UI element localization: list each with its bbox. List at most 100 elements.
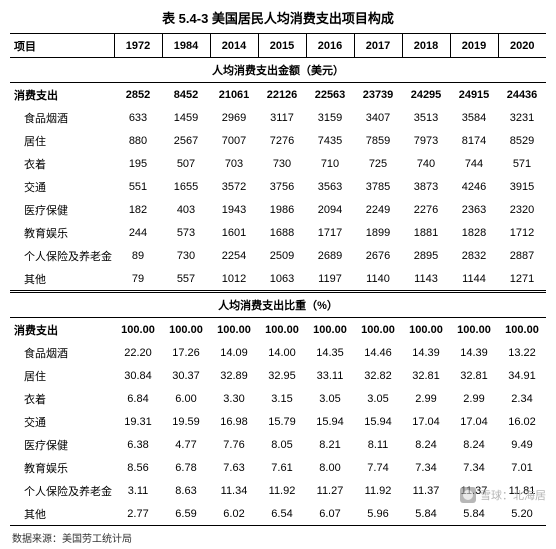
data-cell: 880 <box>114 129 162 152</box>
table-title: 表 5.4-3 美国居民人均消费支出项目构成 <box>10 8 546 27</box>
data-cell: 5.84 <box>450 502 498 526</box>
data-cell: 3513 <box>402 106 450 129</box>
data-cell: 30.37 <box>162 364 210 387</box>
data-cell: 2567 <box>162 129 210 152</box>
data-cell: 3756 <box>258 175 306 198</box>
data-cell: 2689 <box>306 244 354 267</box>
data-cell: 8.24 <box>402 433 450 456</box>
data-cell: 34.91 <box>498 364 546 387</box>
data-cell: 1688 <box>258 221 306 244</box>
data-cell: 1881 <box>402 221 450 244</box>
data-cell: 79 <box>114 267 162 291</box>
data-cell: 7.34 <box>402 456 450 479</box>
data-cell: 2969 <box>210 106 258 129</box>
data-cell: 1143 <box>402 267 450 291</box>
row-label: 教育娱乐 <box>10 221 114 244</box>
data-cell: 6.54 <box>258 502 306 526</box>
data-cell: 19.31 <box>114 410 162 433</box>
data-cell: 3231 <box>498 106 546 129</box>
data-cell: 1144 <box>450 267 498 291</box>
data-cell: 6.00 <box>162 387 210 410</box>
data-cell: 3.15 <box>258 387 306 410</box>
data-cell: 7.74 <box>354 456 402 479</box>
data-cell: 100.00 <box>498 318 546 342</box>
section-header: 人均消费支出金额（美元） <box>10 58 546 83</box>
data-cell: 2.99 <box>402 387 450 410</box>
data-cell: 15.94 <box>306 410 354 433</box>
data-cell: 89 <box>114 244 162 267</box>
data-cell: 22126 <box>258 83 306 107</box>
data-cell: 633 <box>114 106 162 129</box>
data-cell: 3584 <box>450 106 498 129</box>
data-cell: 32.81 <box>402 364 450 387</box>
watermark-text: 雪球：北海居 <box>480 487 546 503</box>
data-cell: 403 <box>162 198 210 221</box>
data-cell: 1986 <box>258 198 306 221</box>
col-year-header: 2017 <box>354 34 402 58</box>
data-cell: 8.00 <box>306 456 354 479</box>
data-cell: 100.00 <box>450 318 498 342</box>
data-cell: 7276 <box>258 129 306 152</box>
data-cell: 2320 <box>498 198 546 221</box>
data-cell: 8529 <box>498 129 546 152</box>
row-label: 居住 <box>10 129 114 152</box>
data-cell: 100.00 <box>258 318 306 342</box>
col-year-header: 2019 <box>450 34 498 58</box>
col-year-header: 1972 <box>114 34 162 58</box>
data-cell: 14.39 <box>450 341 498 364</box>
data-cell: 8.24 <box>450 433 498 456</box>
row-label: 其他 <box>10 267 114 291</box>
data-cell: 8452 <box>162 83 210 107</box>
col-year-header: 2016 <box>306 34 354 58</box>
row-label: 居住 <box>10 364 114 387</box>
data-cell: 8.56 <box>114 456 162 479</box>
data-cell: 182 <box>114 198 162 221</box>
data-cell: 16.02 <box>498 410 546 433</box>
data-cell: 2254 <box>210 244 258 267</box>
data-cell: 17.04 <box>450 410 498 433</box>
data-cell: 573 <box>162 221 210 244</box>
data-cell: 100.00 <box>354 318 402 342</box>
data-cell: 244 <box>114 221 162 244</box>
data-cell: 571 <box>498 152 546 175</box>
data-cell: 22.20 <box>114 341 162 364</box>
data-cell: 1012 <box>210 267 258 291</box>
row-label: 个人保险及养老金 <box>10 244 114 267</box>
col-item-header: 项目 <box>10 34 114 58</box>
data-cell: 8.21 <box>306 433 354 456</box>
data-cell: 100.00 <box>306 318 354 342</box>
data-cell: 1197 <box>306 267 354 291</box>
data-cell: 1601 <box>210 221 258 244</box>
data-cell: 507 <box>162 152 210 175</box>
data-cell: 24436 <box>498 83 546 107</box>
data-cell: 9.49 <box>498 433 546 456</box>
data-cell: 3.11 <box>114 479 162 502</box>
row-label: 个人保险及养老金 <box>10 479 114 502</box>
data-cell: 8.05 <box>258 433 306 456</box>
data-cell: 7.61 <box>258 456 306 479</box>
data-cell: 21061 <box>210 83 258 107</box>
data-cell: 4.77 <box>162 433 210 456</box>
data-cell: 24915 <box>450 83 498 107</box>
data-cell: 16.98 <box>210 410 258 433</box>
data-cell: 17.26 <box>162 341 210 364</box>
data-cell: 2249 <box>354 198 402 221</box>
col-year-header: 2018 <box>402 34 450 58</box>
data-cell: 100.00 <box>210 318 258 342</box>
data-cell: 557 <box>162 267 210 291</box>
data-cell: 32.82 <box>354 364 402 387</box>
data-cell: 23739 <box>354 83 402 107</box>
data-cell: 551 <box>114 175 162 198</box>
data-cell: 1943 <box>210 198 258 221</box>
data-cell: 730 <box>258 152 306 175</box>
data-cell: 703 <box>210 152 258 175</box>
data-cell: 33.11 <box>306 364 354 387</box>
data-cell: 24295 <box>402 83 450 107</box>
data-cell: 6.84 <box>114 387 162 410</box>
data-cell: 7007 <box>210 129 258 152</box>
data-cell: 1828 <box>450 221 498 244</box>
data-cell: 8.11 <box>354 433 402 456</box>
data-source: 数据来源：美国劳工统计局 <box>10 530 546 545</box>
data-cell: 3407 <box>354 106 402 129</box>
data-cell: 8.63 <box>162 479 210 502</box>
